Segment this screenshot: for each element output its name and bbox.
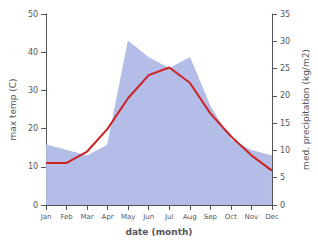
svg-text:15: 15 bbox=[280, 119, 290, 128]
svg-text:0: 0 bbox=[33, 201, 38, 210]
svg-text:Feb: Feb bbox=[60, 213, 73, 221]
svg-text:Nov: Nov bbox=[245, 213, 259, 221]
svg-text:30: 30 bbox=[28, 86, 38, 95]
svg-text:Jan: Jan bbox=[40, 213, 52, 221]
svg-text:10: 10 bbox=[28, 162, 38, 171]
svg-text:Jun: Jun bbox=[142, 213, 154, 221]
svg-text:5: 5 bbox=[280, 173, 285, 182]
svg-text:Sep: Sep bbox=[204, 213, 218, 221]
svg-text:35: 35 bbox=[280, 10, 290, 19]
svg-text:Jul: Jul bbox=[164, 213, 174, 221]
svg-text:max temp (C): max temp (C) bbox=[8, 78, 18, 140]
svg-text:40: 40 bbox=[28, 48, 38, 57]
svg-text:10: 10 bbox=[280, 146, 290, 155]
svg-text:50: 50 bbox=[28, 10, 38, 19]
svg-text:20: 20 bbox=[28, 124, 38, 133]
svg-text:May: May bbox=[121, 213, 135, 221]
svg-text:30: 30 bbox=[280, 37, 290, 46]
svg-text:25: 25 bbox=[280, 64, 290, 73]
svg-text:Dec: Dec bbox=[265, 213, 279, 221]
svg-text:Mar: Mar bbox=[81, 213, 94, 221]
svg-text:Apr: Apr bbox=[102, 213, 114, 221]
svg-text:Oct: Oct bbox=[225, 213, 237, 221]
svg-text:med. precipitation (kg/m2): med. precipitation (kg/m2) bbox=[301, 49, 311, 170]
svg-text:date (month): date (month) bbox=[126, 227, 193, 237]
svg-text:20: 20 bbox=[280, 91, 290, 100]
svg-text:0: 0 bbox=[280, 201, 285, 210]
svg-text:Aug: Aug bbox=[183, 213, 197, 221]
